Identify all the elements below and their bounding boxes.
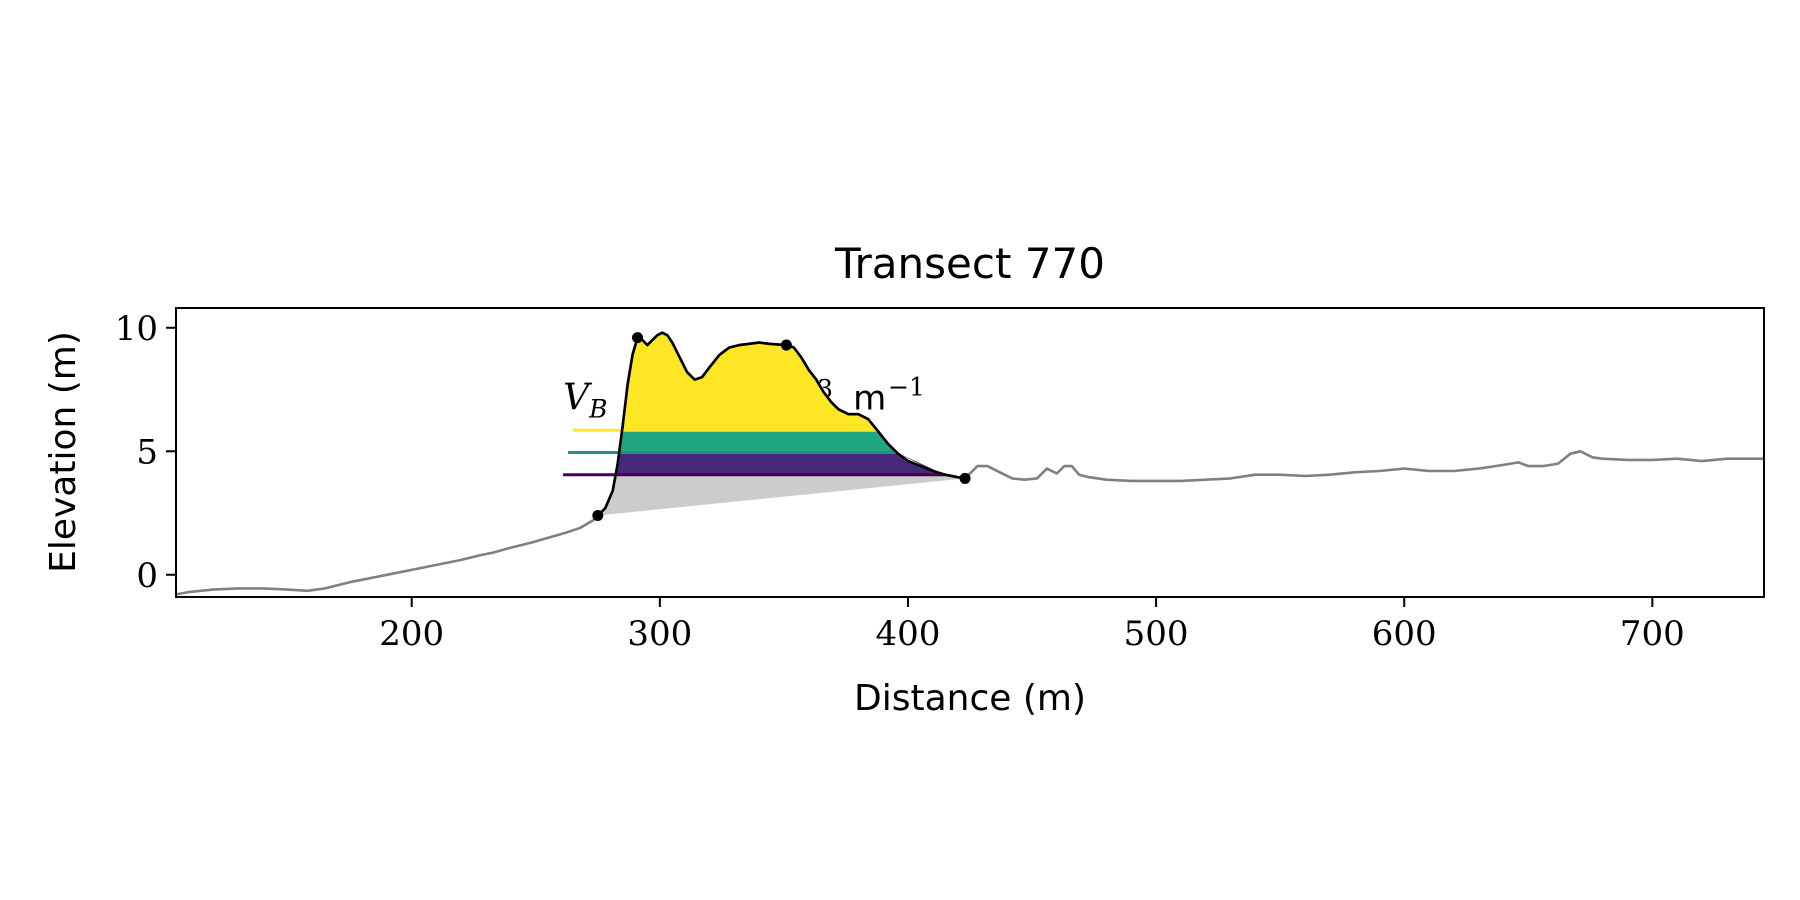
x-tick-label-500: 500 bbox=[1124, 614, 1189, 654]
terrain-profile-line bbox=[176, 331, 1764, 596]
x-axis-ticks: 200 300 400 500 600 700 bbox=[379, 597, 1685, 654]
y-tick-label-5: 5 bbox=[136, 432, 158, 472]
key-point-3 bbox=[780, 339, 792, 351]
y-axis-label: Elevation (m) bbox=[43, 331, 84, 573]
volume-annotation: V B 3 m −1 bbox=[563, 372, 925, 423]
x-tick-label-300: 300 bbox=[627, 614, 692, 654]
plot-content bbox=[176, 331, 1764, 596]
key-point-2 bbox=[632, 332, 644, 344]
band-fill-lower bbox=[615, 452, 946, 475]
axes-frame bbox=[175, 307, 1765, 598]
annotation-subscript: B bbox=[588, 394, 607, 423]
band-fill-middle bbox=[619, 430, 897, 453]
x-tick-label-700: 700 bbox=[1620, 614, 1685, 654]
band-fill-upper bbox=[622, 332, 878, 431]
x-tick-label-200: 200 bbox=[379, 614, 444, 654]
base-volume-fill bbox=[597, 474, 965, 516]
chart-title: Transect 770 bbox=[834, 239, 1105, 288]
x-tick-label-600: 600 bbox=[1372, 614, 1437, 654]
plot-area bbox=[176, 331, 1764, 596]
annotation-fragment-3: −1 bbox=[888, 372, 925, 401]
x-axis-label: Distance (m) bbox=[854, 678, 1086, 719]
y-axis-ticks: 0 5 10 bbox=[115, 309, 176, 596]
x-tick-label-400: 400 bbox=[876, 614, 941, 654]
annotation-fragment-2: m bbox=[853, 378, 886, 418]
key-point-4 bbox=[959, 472, 971, 484]
key-point-1 bbox=[592, 509, 604, 521]
y-tick-label-0: 0 bbox=[136, 556, 158, 596]
y-tick-label-10: 10 bbox=[115, 309, 158, 349]
annotation-symbol: V bbox=[563, 377, 593, 418]
